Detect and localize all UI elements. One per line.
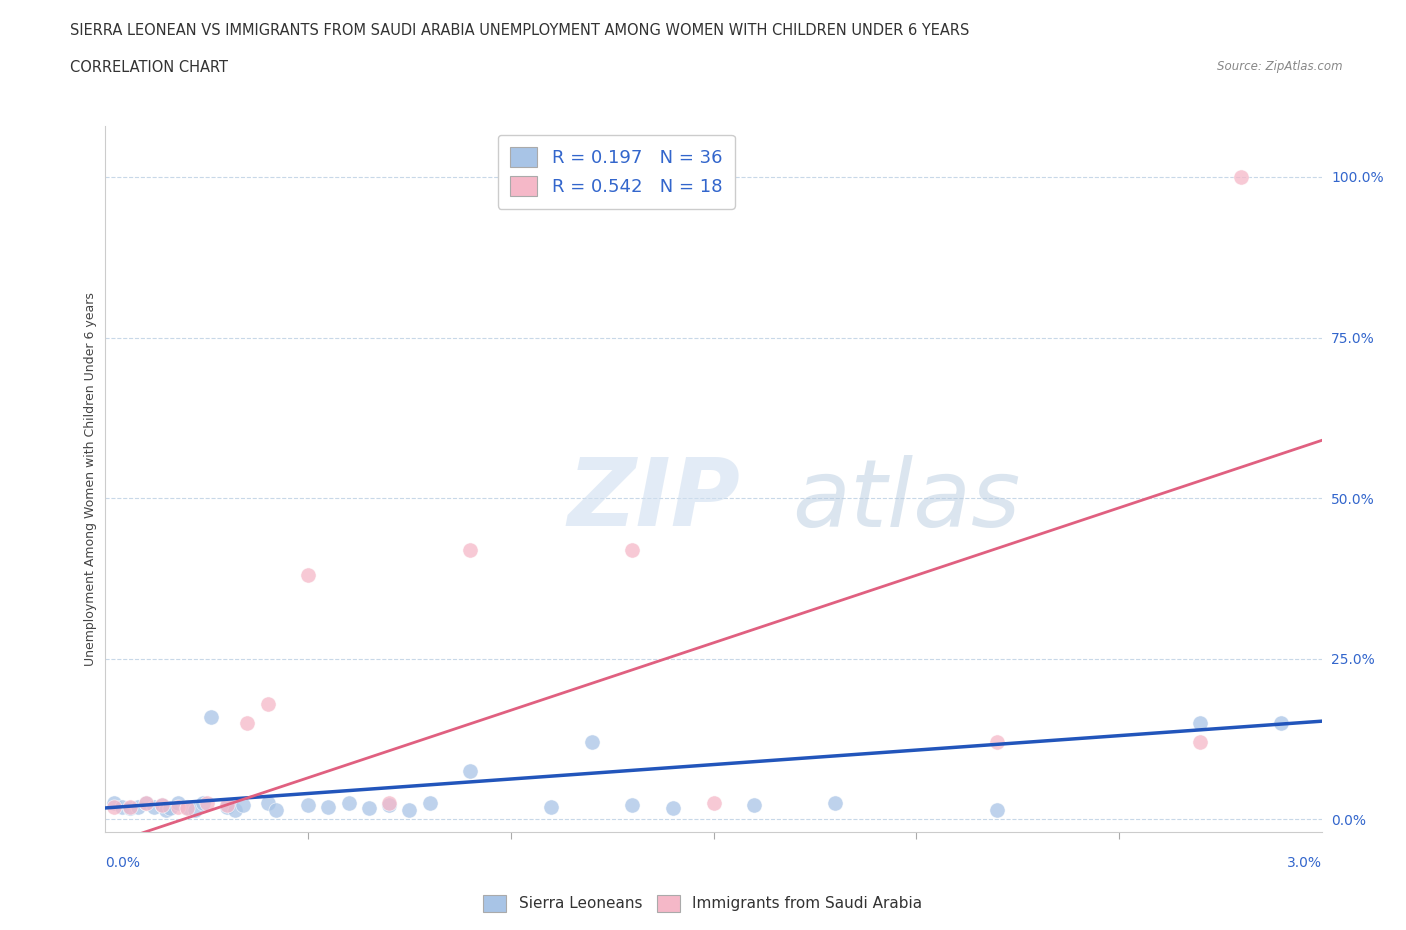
Text: 0.0%: 0.0% [105,856,141,870]
Point [256,796,278,811]
Text: atlas: atlas [793,455,1021,546]
Point [986,803,1008,817]
Point [236,716,259,731]
Point [398,803,420,817]
Point [540,799,562,814]
Point [183,803,205,817]
Point [118,801,141,816]
Point [702,796,725,811]
Point [195,796,218,811]
Point [143,799,166,814]
Point [217,799,239,814]
Point [135,796,157,811]
Point [176,801,198,816]
Text: SIERRA LEONEAN VS IMMIGRANTS FROM SAUDI ARABIA UNEMPLOYMENT AMONG WOMEN WITH CHI: SIERRA LEONEAN VS IMMIGRANTS FROM SAUDI … [70,23,970,38]
Point [581,735,603,750]
Point [621,798,644,813]
Text: 3.0%: 3.0% [1286,856,1322,870]
Legend: Sierra Leoneans, Immigrants from Saudi Arabia: Sierra Leoneans, Immigrants from Saudi A… [477,889,929,918]
Point [621,542,644,557]
Point [150,798,173,813]
Point [1229,169,1251,184]
Point [191,796,214,811]
Point [337,796,360,811]
Point [357,801,380,816]
Point [256,697,278,711]
Point [224,803,246,817]
Point [378,796,401,811]
Point [217,798,239,813]
Text: ZIP: ZIP [568,454,741,546]
Point [118,799,141,814]
Point [1189,735,1212,750]
Point [1270,716,1292,731]
Point [111,799,134,814]
Point [458,542,481,557]
Text: CORRELATION CHART: CORRELATION CHART [70,60,228,75]
Point [103,796,125,811]
Text: Source: ZipAtlas.com: Source: ZipAtlas.com [1218,60,1343,73]
Point [127,799,149,814]
Point [318,799,340,814]
Point [167,799,190,814]
Point [103,799,125,814]
Point [742,798,765,813]
Point [1189,716,1212,731]
Point [135,796,157,811]
Point [232,798,254,813]
Point [419,796,441,811]
Point [264,803,287,817]
Point [155,803,177,817]
Point [378,798,401,813]
Point [150,798,173,813]
Point [458,764,481,778]
Y-axis label: Unemployment Among Women with Children Under 6 years: Unemployment Among Women with Children U… [84,292,97,666]
Point [200,710,222,724]
Point [824,796,846,811]
Point [297,798,319,813]
Point [662,801,685,816]
Point [176,799,198,814]
Point [297,568,319,583]
Point [986,735,1008,750]
Point [159,801,181,816]
Legend: R = 0.197   N = 36, R = 0.542   N = 18: R = 0.197 N = 36, R = 0.542 N = 18 [498,135,735,208]
Point [167,796,190,811]
